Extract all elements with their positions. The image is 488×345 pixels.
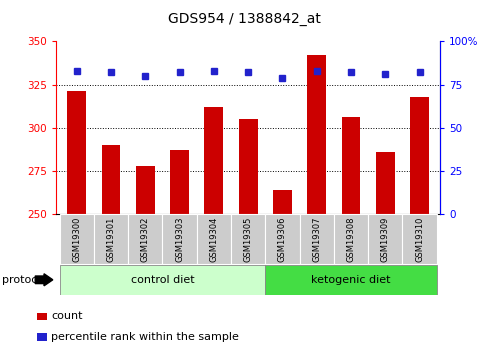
Text: GSM19310: GSM19310 — [414, 216, 423, 262]
Text: GSM19304: GSM19304 — [209, 216, 218, 262]
Text: ketogenic diet: ketogenic diet — [310, 275, 390, 285]
Text: count: count — [51, 312, 82, 321]
Text: GSM19301: GSM19301 — [106, 216, 115, 262]
Bar — [409, 97, 428, 214]
Bar — [170, 150, 189, 214]
Text: GSM19309: GSM19309 — [380, 216, 389, 262]
Text: control diet: control diet — [130, 275, 194, 285]
Text: GSM19305: GSM19305 — [243, 216, 252, 262]
Bar — [402, 214, 436, 264]
Bar — [299, 214, 333, 264]
Bar — [102, 145, 120, 214]
Bar — [136, 166, 155, 214]
Bar — [94, 214, 128, 264]
Bar — [60, 265, 265, 295]
Bar — [367, 214, 402, 264]
Text: GSM19302: GSM19302 — [141, 216, 149, 262]
Bar — [272, 190, 291, 214]
Bar — [333, 214, 367, 264]
Text: GSM19303: GSM19303 — [175, 216, 184, 262]
Bar — [162, 214, 196, 264]
Bar — [265, 214, 299, 264]
Bar — [196, 214, 230, 264]
Text: GSM19306: GSM19306 — [277, 216, 286, 262]
Bar — [204, 107, 223, 214]
Text: protocol: protocol — [2, 275, 48, 285]
Text: GSM19308: GSM19308 — [346, 216, 355, 262]
Bar — [265, 265, 436, 295]
Text: percentile rank within the sample: percentile rank within the sample — [51, 332, 239, 342]
Bar — [238, 119, 257, 214]
Text: GSM19300: GSM19300 — [72, 216, 81, 262]
Bar — [306, 55, 325, 214]
Bar — [128, 214, 162, 264]
Bar — [375, 152, 394, 214]
Bar — [341, 117, 360, 214]
Text: GSM19307: GSM19307 — [311, 216, 321, 262]
Bar — [230, 214, 265, 264]
Text: GDS954 / 1388842_at: GDS954 / 1388842_at — [168, 12, 320, 26]
Bar — [60, 214, 94, 264]
Bar — [67, 91, 86, 214]
